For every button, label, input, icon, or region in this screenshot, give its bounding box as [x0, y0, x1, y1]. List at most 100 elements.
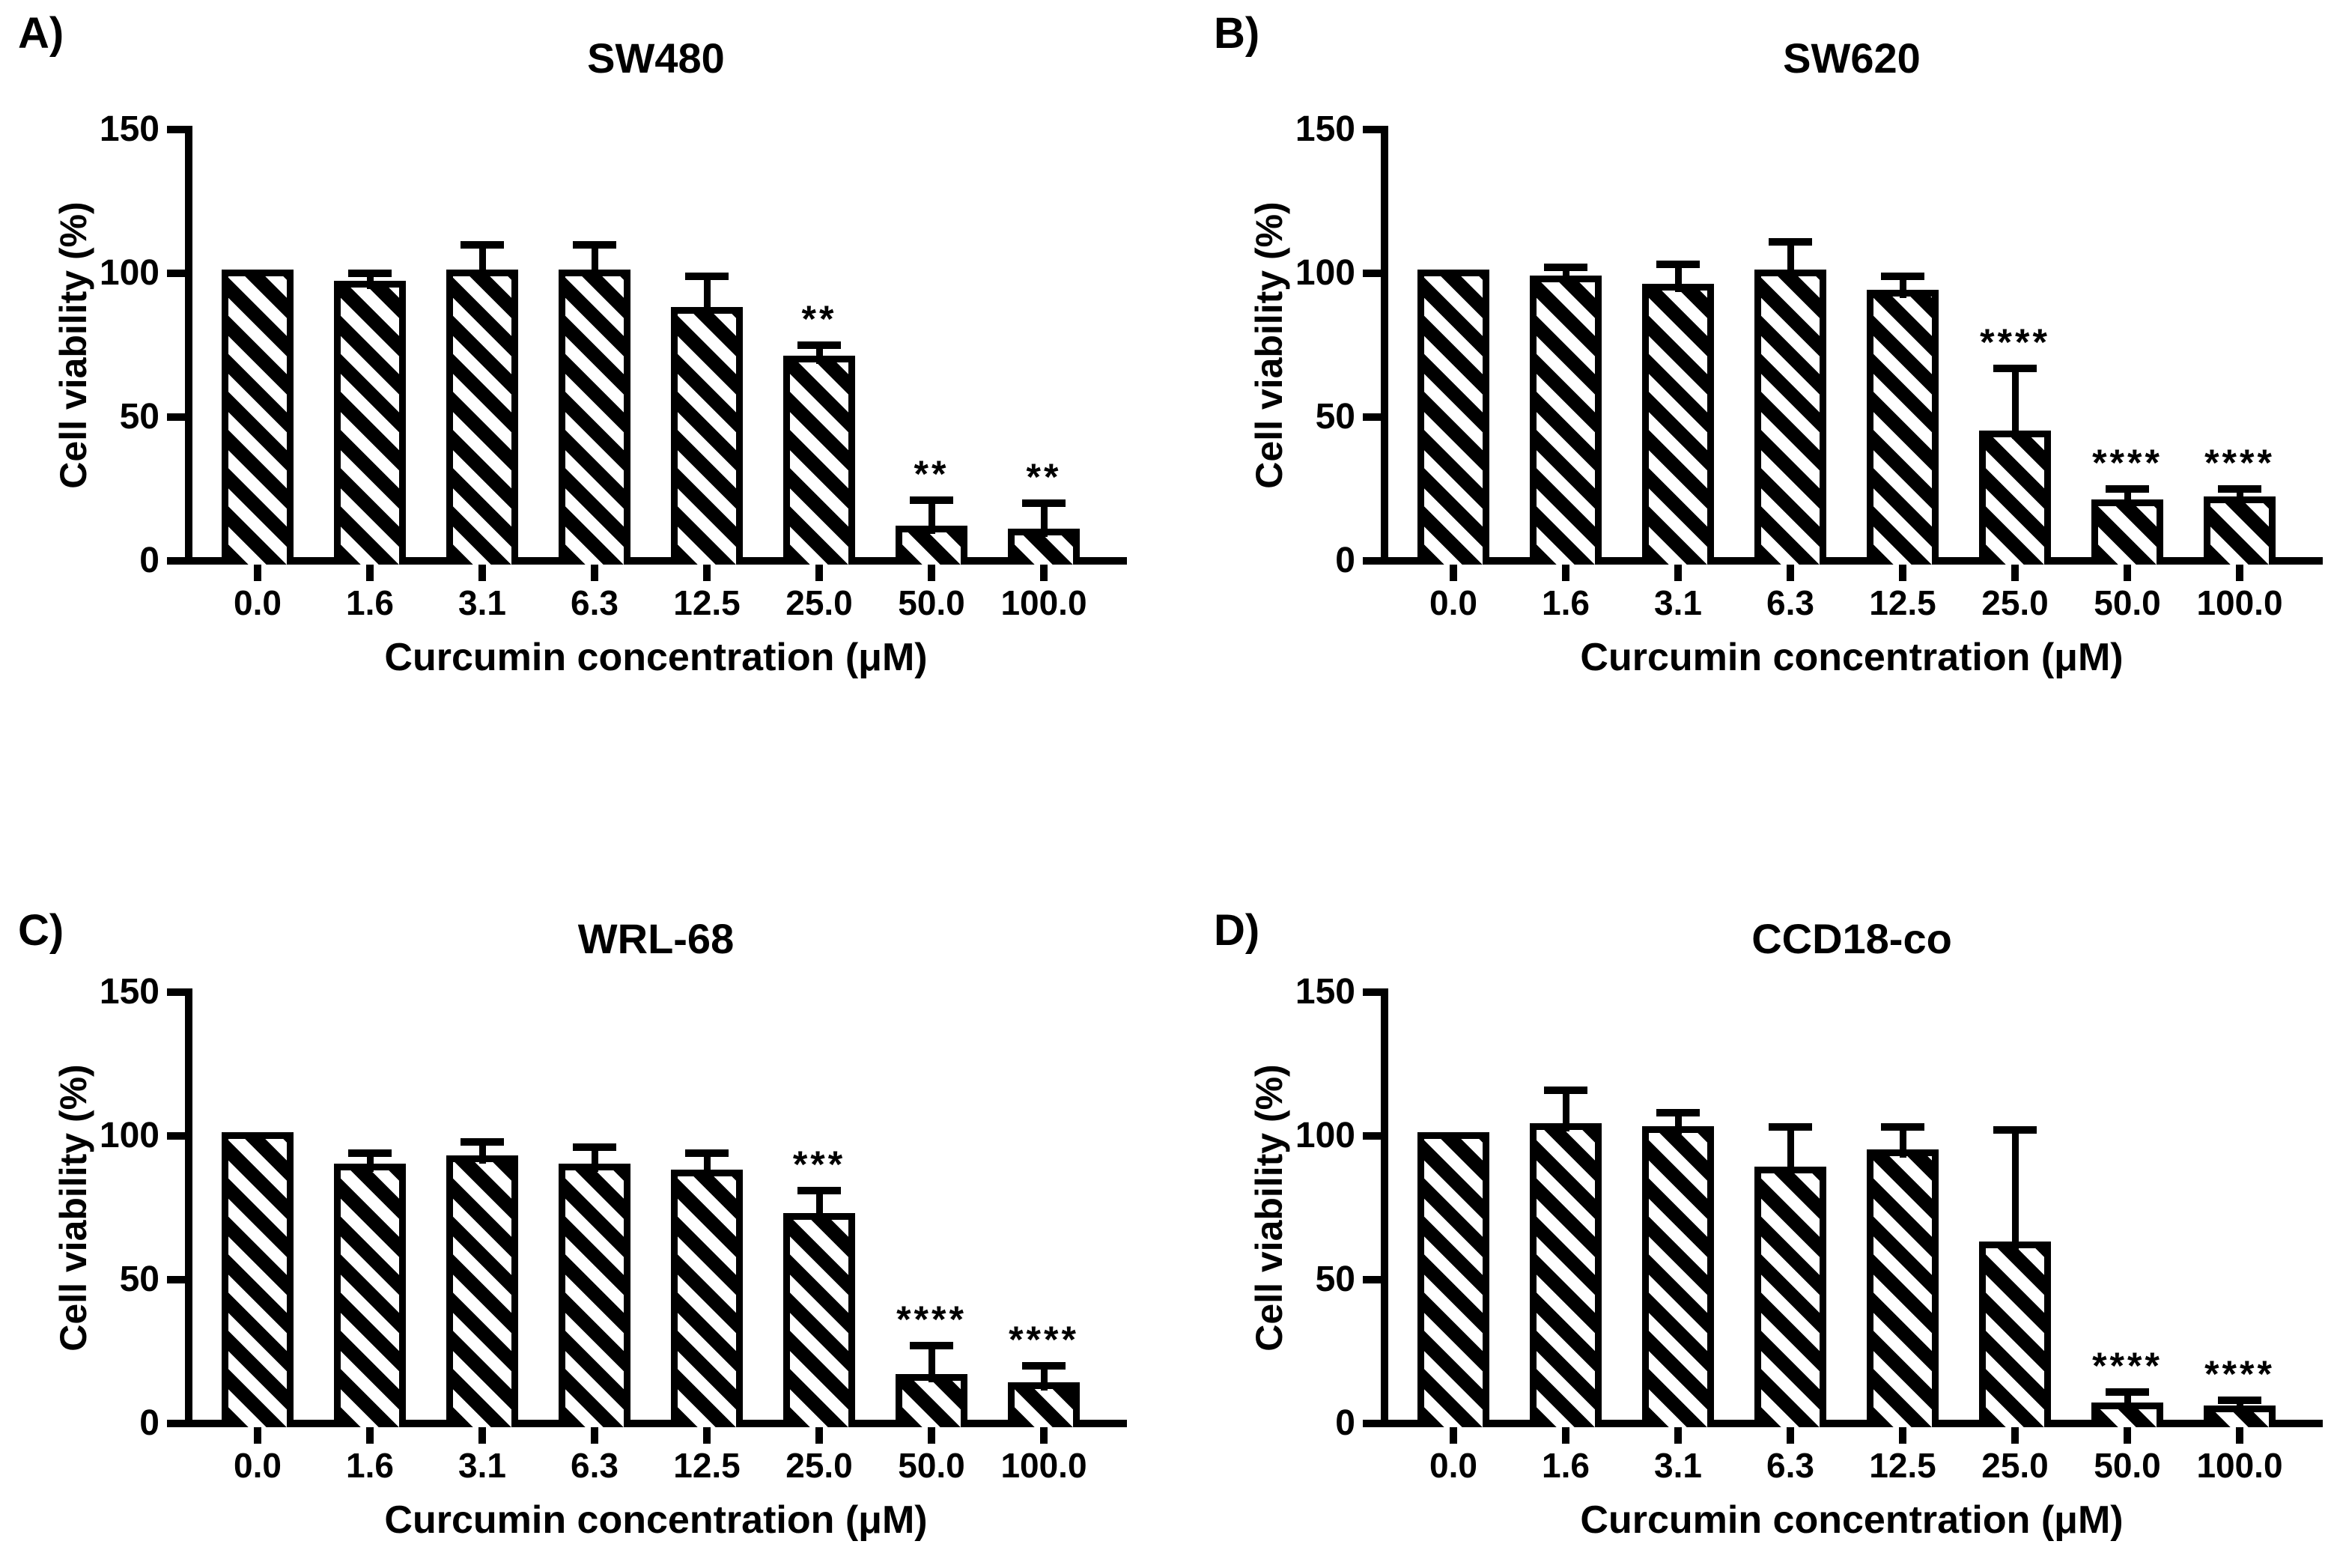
y-tick: [1363, 413, 1381, 421]
x-tick: [1040, 565, 1048, 581]
x-axis-title: Curcumin concentration (μM): [384, 636, 928, 679]
bar: [1642, 1126, 1714, 1427]
x-tick: [1040, 1427, 1048, 1444]
significance-label: ****: [2204, 442, 2275, 484]
y-tick-label: 100: [99, 1116, 159, 1155]
error-bar-cap: [910, 496, 953, 505]
x-tick: [1450, 1427, 1457, 1444]
x-tick: [478, 565, 486, 581]
bar: [2091, 499, 2163, 565]
y-tick-label: 100: [1295, 253, 1355, 293]
y-tick-label: 150: [99, 109, 159, 149]
y-tick: [167, 413, 185, 421]
error-bar-cap: [685, 1149, 729, 1158]
x-axis-title: Curcumin concentration (μM): [384, 1498, 928, 1542]
bar: [896, 525, 967, 565]
y-axis-title: Cell viability (%): [1248, 201, 1290, 489]
x-tick: [2124, 1427, 2131, 1444]
x-tick: [2236, 565, 2243, 581]
error-bar-line: [591, 244, 598, 278]
x-axis-line: [185, 557, 1127, 565]
x-tick: [254, 1427, 261, 1444]
x-tick-label: 6.3: [1766, 1446, 1814, 1485]
bar: [446, 1155, 518, 1427]
panel-title: SW480: [587, 34, 725, 82]
y-tick-label: 50: [119, 1259, 159, 1299]
error-bar-cap: [1769, 237, 1812, 246]
y-tick: [1363, 270, 1381, 277]
error-bar-cap: [1881, 1123, 1924, 1131]
bar: [783, 356, 855, 565]
x-tick: [254, 565, 261, 581]
x-tick-label: 1.6: [1542, 1446, 1590, 1485]
bar: [1417, 270, 1489, 565]
error-bar-line: [928, 500, 935, 534]
significance-label: **: [801, 298, 837, 340]
error-bar-line: [2011, 1130, 2019, 1250]
error-bar-cap: [1656, 261, 1700, 269]
error-bar-cap: [348, 270, 392, 277]
x-axis-title: Curcumin concentration (μM): [1580, 636, 2124, 679]
x-tick: [2124, 565, 2131, 581]
x-tick: [1787, 565, 1794, 581]
significance-label: ***: [792, 1143, 846, 1185]
y-tick-label: 0: [139, 1403, 159, 1443]
bar: [1530, 1123, 1602, 1427]
x-tick: [2236, 1427, 2243, 1444]
x-tick: [2011, 1427, 2019, 1444]
y-tick: [167, 1420, 185, 1427]
x-tick: [1674, 1427, 1682, 1444]
y-tick-label: 0: [139, 541, 159, 580]
error-bar-cap: [573, 1143, 616, 1152]
bar: [671, 306, 743, 565]
error-bar-cap: [2218, 485, 2261, 493]
error-bar-line: [1562, 1090, 1569, 1132]
panel-letter: D): [1214, 906, 1260, 955]
x-tick-label: 0.0: [1429, 583, 1477, 622]
error-bar-line: [2236, 1400, 2243, 1414]
error-bar-cap: [910, 1342, 953, 1350]
x-tick-label: 50.0: [2094, 583, 2161, 622]
error-bar-line: [703, 1153, 711, 1178]
y-tick-label: 50: [1315, 397, 1355, 437]
y-axis-line: [1381, 988, 1388, 1427]
x-tick: [1899, 565, 1906, 581]
bar: [222, 1132, 294, 1427]
significance-label: ****: [2092, 442, 2163, 484]
significance-label: **: [914, 453, 949, 496]
y-tick: [167, 988, 185, 996]
x-tick-label: 100.0: [2196, 1446, 2283, 1485]
error-bar-line: [591, 1147, 598, 1173]
y-tick-label: 0: [1335, 1403, 1355, 1443]
bar: [1642, 284, 1714, 565]
x-tick: [703, 1427, 711, 1444]
error-bar-cap: [461, 240, 504, 249]
error-bar-line: [2124, 489, 2131, 508]
bar: [559, 270, 630, 565]
error-bar-cap: [1022, 1362, 1066, 1370]
x-tick: [815, 1427, 823, 1444]
x-tick-label: 6.3: [571, 1446, 619, 1485]
bar: [1530, 275, 1602, 565]
x-tick: [366, 1427, 374, 1444]
x-tick: [1899, 1427, 1906, 1444]
x-tick-label: 3.1: [1654, 583, 1702, 622]
x-axis-line: [185, 1420, 1127, 1427]
error-bar-line: [366, 273, 374, 290]
x-tick: [1674, 565, 1682, 581]
error-bar-line: [1674, 264, 1682, 293]
x-tick-label: 25.0: [785, 583, 853, 622]
x-tick: [815, 565, 823, 581]
bar: [334, 281, 406, 565]
x-tick-label: 12.5: [673, 1446, 741, 1485]
error-bar-cap: [685, 272, 729, 280]
significance-label: **: [1026, 456, 1062, 499]
error-bar-line: [815, 1190, 823, 1221]
x-tick-label: 0.0: [1429, 1446, 1477, 1485]
x-tick-label: 6.3: [1766, 583, 1814, 622]
x-tick: [591, 565, 598, 581]
y-tick: [1363, 1276, 1381, 1283]
error-bar-line: [2124, 1391, 2131, 1411]
bar: [1754, 270, 1826, 565]
